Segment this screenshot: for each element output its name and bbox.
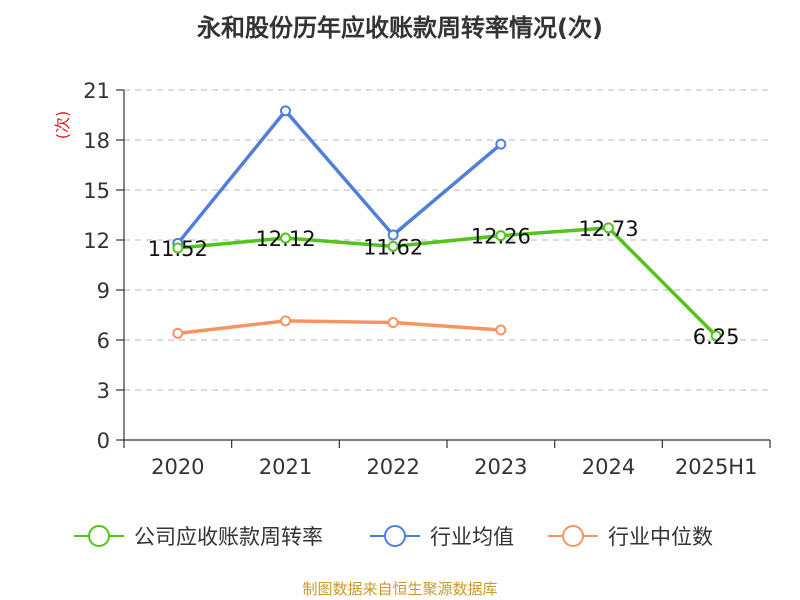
y-tick-label: 12 bbox=[83, 229, 110, 253]
series-point-2 bbox=[280, 315, 291, 327]
legend-marker-icon bbox=[370, 525, 420, 547]
y-tick-label: 3 bbox=[97, 379, 110, 403]
chart-title: 永和股份历年应收账款周转率情况(次) bbox=[197, 14, 603, 42]
data-label: 11.62 bbox=[363, 235, 423, 259]
axes: 0 3 6 9 12 15 18 21 2020 2021 2022 2023 2024 2025H1 (次… bbox=[53, 79, 771, 479]
data-labels: 11.52 12.12 11.62 12.26 12.73 6.25 bbox=[148, 217, 740, 349]
y-tick-label: 18 bbox=[83, 129, 110, 153]
legend-marker-circle bbox=[88, 525, 110, 547]
data-label: 12.73 bbox=[578, 217, 638, 241]
legend-marker-icon bbox=[74, 525, 124, 547]
x-tick-label: 2021 bbox=[259, 455, 312, 479]
x-tick-label: 2022 bbox=[366, 455, 419, 479]
series-point-0 bbox=[710, 330, 722, 342]
series-point-2 bbox=[387, 317, 399, 328]
series-point-0 bbox=[387, 240, 399, 252]
x-tick-label: 2020 bbox=[151, 455, 204, 479]
series-point-1 bbox=[280, 105, 291, 117]
y-tick-label: 9 bbox=[97, 279, 110, 303]
legend-marker-circle bbox=[562, 525, 584, 547]
series-line-2 bbox=[177, 319, 501, 336]
x-tick-label: 2024 bbox=[582, 455, 635, 479]
y-tick-label: 21 bbox=[83, 79, 110, 103]
legend-marker-icon bbox=[548, 525, 598, 547]
x-tick-label: 2025H1 bbox=[675, 455, 758, 479]
y-axis-label: (次) bbox=[53, 111, 72, 140]
data-label: 12.12 bbox=[255, 227, 315, 251]
series-line-0 bbox=[177, 226, 718, 338]
legend-item: 行业均值 bbox=[370, 516, 514, 556]
legend: 公司应收账款周转率 行业均值 行业中位数 bbox=[0, 516, 800, 556]
legend-label: 公司应收账款周转率 bbox=[134, 525, 323, 549]
y-tick-label: 0 bbox=[97, 429, 110, 453]
series-point-0 bbox=[495, 230, 507, 242]
data-label: 6.25 bbox=[693, 325, 740, 349]
series-point-1 bbox=[387, 229, 399, 241]
series-point-0 bbox=[280, 232, 291, 244]
series-point-1 bbox=[495, 138, 507, 150]
series-point-0 bbox=[172, 242, 184, 254]
y-tick-label: 15 bbox=[83, 179, 110, 203]
y-tick-label: 6 bbox=[97, 329, 110, 353]
series-line-1 bbox=[176, 109, 502, 245]
series-lines bbox=[172, 105, 722, 342]
series-point-2 bbox=[172, 327, 184, 339]
data-label: 11.52 bbox=[148, 237, 208, 261]
legend-marker-circle bbox=[384, 525, 406, 547]
series-point-0 bbox=[603, 222, 614, 234]
legend-item: 行业中位数 bbox=[548, 516, 713, 556]
data-label: 12.26 bbox=[471, 225, 531, 249]
series-point-2 bbox=[495, 324, 507, 336]
source-note: 制图数据来自恒生聚源数据库 bbox=[302, 580, 498, 598]
legend-label: 行业均值 bbox=[430, 525, 514, 549]
legend-label: 行业中位数 bbox=[608, 525, 713, 549]
x-tick-label: 2023 bbox=[474, 455, 527, 479]
legend-item: 公司应收账款周转率 bbox=[74, 516, 323, 556]
